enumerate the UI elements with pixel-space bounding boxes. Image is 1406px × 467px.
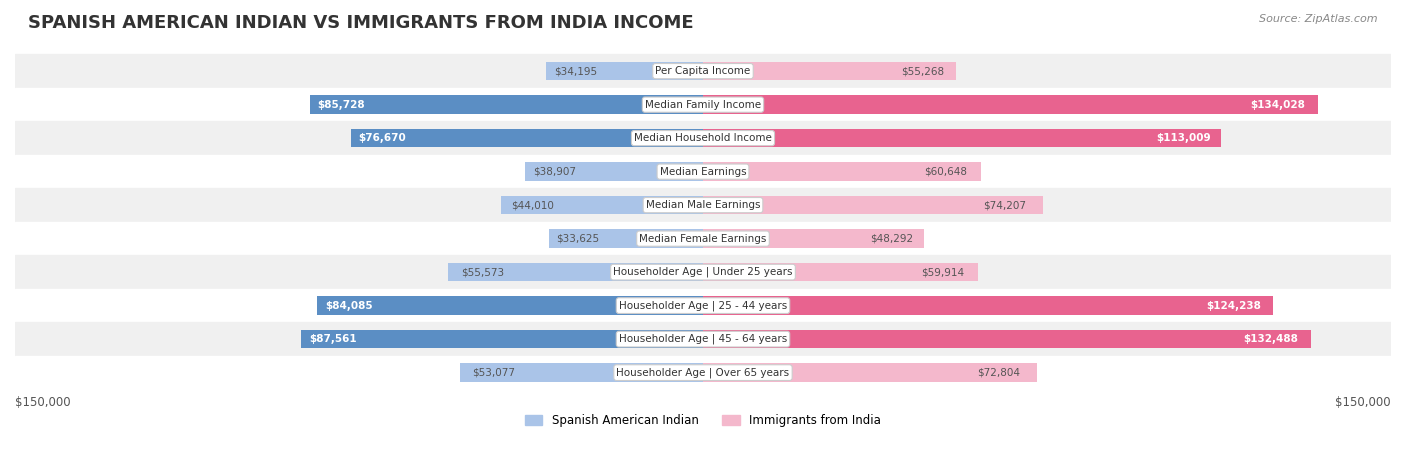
Bar	[15, 322, 1391, 356]
Text: $60,648: $60,648	[924, 167, 967, 177]
Bar	[301, 330, 703, 348]
Bar	[703, 363, 1038, 382]
Text: $34,195: $34,195	[554, 66, 598, 76]
Text: $87,561: $87,561	[309, 334, 357, 344]
Legend: Spanish American Indian, Immigrants from India: Spanish American Indian, Immigrants from…	[520, 410, 886, 432]
Text: $134,028: $134,028	[1250, 99, 1305, 110]
Text: SPANISH AMERICAN INDIAN VS IMMIGRANTS FROM INDIA INCOME: SPANISH AMERICAN INDIAN VS IMMIGRANTS FR…	[28, 14, 693, 32]
Bar	[703, 95, 1317, 114]
Bar	[703, 263, 977, 281]
Text: $84,085: $84,085	[325, 301, 373, 311]
Text: $53,077: $53,077	[472, 368, 515, 378]
Text: Median Female Earnings: Median Female Earnings	[640, 234, 766, 244]
Bar	[15, 222, 1391, 255]
Bar	[318, 297, 703, 315]
Text: $132,488: $132,488	[1244, 334, 1299, 344]
Text: $38,907: $38,907	[533, 167, 576, 177]
Text: $150,000: $150,000	[1336, 396, 1391, 409]
Bar	[15, 155, 1391, 188]
Text: $74,207: $74,207	[983, 200, 1026, 210]
Text: $76,670: $76,670	[359, 133, 406, 143]
Text: $72,804: $72,804	[977, 368, 1021, 378]
Text: $33,625: $33,625	[557, 234, 599, 244]
Text: Householder Age | 45 - 64 years: Householder Age | 45 - 64 years	[619, 334, 787, 344]
Bar	[524, 163, 703, 181]
Text: Median Household Income: Median Household Income	[634, 133, 772, 143]
Text: Per Capita Income: Per Capita Income	[655, 66, 751, 76]
Text: Median Earnings: Median Earnings	[659, 167, 747, 177]
Bar	[703, 62, 956, 80]
Text: Householder Age | Under 25 years: Householder Age | Under 25 years	[613, 267, 793, 277]
Text: Median Male Earnings: Median Male Earnings	[645, 200, 761, 210]
Text: Householder Age | 25 - 44 years: Householder Age | 25 - 44 years	[619, 300, 787, 311]
Bar	[15, 356, 1391, 389]
Text: $55,268: $55,268	[901, 66, 943, 76]
Bar	[15, 121, 1391, 155]
Bar	[501, 196, 703, 214]
Bar	[15, 88, 1391, 121]
Bar	[703, 330, 1310, 348]
Text: Householder Age | Over 65 years: Householder Age | Over 65 years	[616, 368, 790, 378]
Bar	[703, 196, 1043, 214]
Bar	[548, 229, 703, 248]
Text: $85,728: $85,728	[318, 99, 366, 110]
Bar	[703, 229, 925, 248]
Text: $48,292: $48,292	[870, 234, 914, 244]
Bar	[546, 62, 703, 80]
Text: $44,010: $44,010	[512, 200, 554, 210]
Bar	[309, 95, 703, 114]
Bar	[703, 163, 981, 181]
Text: Source: ZipAtlas.com: Source: ZipAtlas.com	[1260, 14, 1378, 24]
Text: $113,009: $113,009	[1156, 133, 1211, 143]
Bar	[352, 129, 703, 148]
Bar	[15, 289, 1391, 322]
Bar	[15, 188, 1391, 222]
Bar	[460, 363, 703, 382]
Text: $124,238: $124,238	[1206, 301, 1261, 311]
Bar	[15, 255, 1391, 289]
Bar	[703, 297, 1272, 315]
Bar	[449, 263, 703, 281]
Bar	[15, 54, 1391, 88]
Bar	[703, 129, 1222, 148]
Text: $59,914: $59,914	[921, 267, 965, 277]
Text: $55,573: $55,573	[461, 267, 503, 277]
Text: Median Family Income: Median Family Income	[645, 99, 761, 110]
Text: $150,000: $150,000	[15, 396, 70, 409]
